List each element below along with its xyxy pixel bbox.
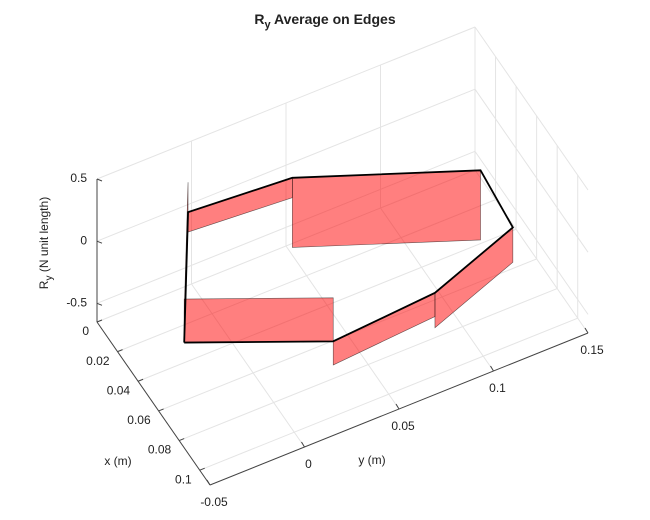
y-tick-label: 0.1 (489, 381, 506, 395)
chart-title: Ry Average on Edges (254, 11, 395, 31)
title-part: R (254, 11, 264, 27)
x-tick-label: 0.04 (107, 383, 131, 397)
x-tick (158, 408, 164, 412)
x-tick-label: 0 (82, 324, 89, 338)
edge-patch (187, 177, 293, 233)
z-axis-label: Ry (N unit length) (37, 197, 54, 289)
x-tick-label: 0.1 (175, 472, 192, 486)
x-tick (117, 349, 123, 353)
y-axis-label: y (m) (358, 453, 385, 467)
x-tick (96, 319, 103, 323)
x-tick-label: 0.02 (86, 354, 110, 368)
z-tick (96, 302, 103, 306)
title-sub: y (264, 19, 271, 31)
z-tick (96, 240, 103, 244)
edge-patch (292, 170, 481, 248)
y-tick-label: 0.05 (391, 419, 415, 433)
grid-line (96, 88, 476, 242)
z-tick-label: -0.5 (66, 296, 87, 310)
x-tick-label: 0.08 (148, 443, 172, 457)
x-tick-label: 0.06 (127, 413, 151, 427)
y-tick (206, 479, 211, 486)
grid-line (96, 26, 476, 180)
x-tick (137, 378, 144, 382)
x-tick (199, 467, 205, 471)
y-tick (490, 365, 494, 372)
z-tick-label: 0.5 (70, 171, 87, 185)
y-tick (584, 327, 589, 334)
y-tick-label: 0 (305, 457, 312, 471)
grid-line (285, 245, 400, 410)
zlabel-part: (N unit length) (37, 197, 51, 276)
edge-patch (183, 297, 334, 343)
grid-line (474, 26, 589, 191)
y-tick-label: 0.15 (580, 343, 604, 357)
edge-outline (183, 169, 515, 344)
y-tick (301, 441, 305, 448)
zlabel-part: R (37, 280, 51, 289)
x-axis (96, 321, 211, 486)
zlabel-sub: y (44, 276, 55, 281)
x-axis-label: x (m) (104, 454, 131, 468)
edge-patch (332, 292, 436, 366)
edge-patch (434, 226, 514, 329)
y-tick-label: -0.05 (200, 495, 228, 509)
grid-line (474, 169, 589, 334)
title-part: Average on Edges (271, 11, 396, 27)
grid-line (474, 88, 589, 253)
x-tick (178, 438, 185, 442)
z-tick-label: 0 (80, 233, 87, 247)
y-tick (395, 403, 400, 410)
z-tick (96, 178, 103, 182)
grid-line (474, 151, 589, 315)
